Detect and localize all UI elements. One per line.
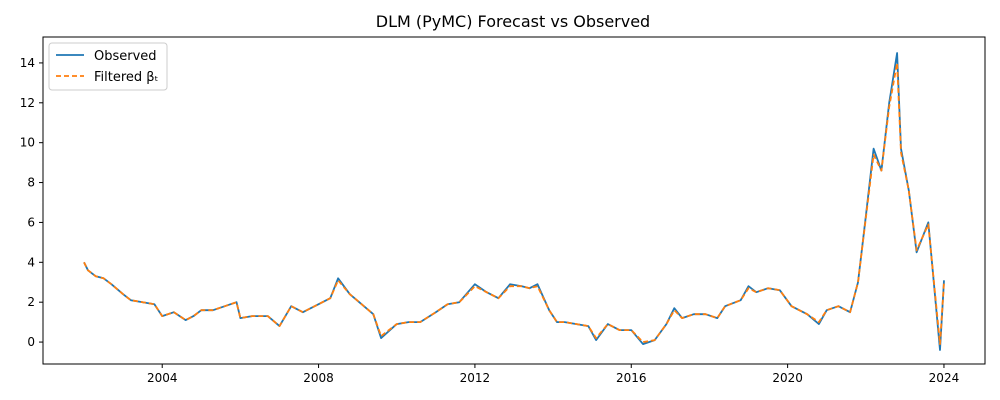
- legend: Observed Filtered βₜ: [48, 42, 168, 91]
- x-tick-label: 2012: [460, 371, 491, 385]
- y-tick-label: 14: [20, 56, 35, 70]
- plot-area: [42, 36, 986, 365]
- y-tick-label: 2: [27, 295, 35, 309]
- y-tick-label: 6: [27, 215, 35, 229]
- legend-label-filtered: Filtered βₜ: [94, 70, 159, 85]
- y-tick-label: 0: [27, 335, 35, 349]
- y-tick-label: 10: [20, 136, 35, 150]
- series-layer: [83, 52, 945, 351]
- legend-label-observed: Observed: [94, 49, 157, 64]
- x-axis: 2004 2008 2012 2016 2020 2024: [147, 364, 959, 385]
- y-tick-label: 12: [20, 96, 35, 110]
- y-axis: 0 2 4 6 8 10 12 14: [20, 56, 43, 349]
- x-tick-label: 2024: [929, 371, 960, 385]
- x-tick-label: 2016: [616, 371, 647, 385]
- chart-title: DLM (PyMC) Forecast vs Observed: [376, 12, 650, 31]
- x-tick-label: 2004: [147, 371, 178, 385]
- x-tick-label: 2020: [772, 371, 803, 385]
- observed-line: [83, 52, 945, 351]
- x-tick-label: 2008: [303, 371, 334, 385]
- filtered-line: [83, 62, 945, 346]
- y-tick-label: 4: [27, 255, 35, 269]
- y-tick-label: 8: [27, 176, 35, 190]
